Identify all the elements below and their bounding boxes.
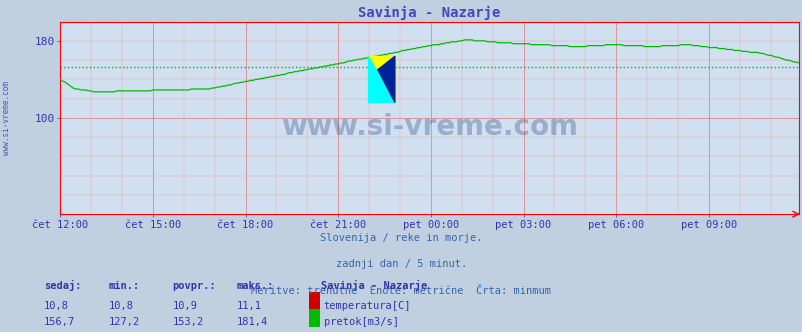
Text: Slovenija / reke in morje.: Slovenija / reke in morje. xyxy=(320,233,482,243)
Text: zadnji dan / 5 minut.: zadnji dan / 5 minut. xyxy=(335,259,467,269)
Text: min.:: min.: xyxy=(108,281,140,291)
Text: maks.:: maks.: xyxy=(237,281,274,291)
Polygon shape xyxy=(368,56,395,103)
Text: www.si-vreme.com: www.si-vreme.com xyxy=(281,114,577,141)
Text: 10,8: 10,8 xyxy=(108,301,133,311)
Text: pretok[m3/s]: pretok[m3/s] xyxy=(323,317,398,327)
Title: Savinja - Nazarje: Savinja - Nazarje xyxy=(358,6,500,20)
Text: www.si-vreme.com: www.si-vreme.com xyxy=(2,81,11,155)
Text: 10,8: 10,8 xyxy=(44,301,69,311)
Text: Savinja - Nazarje: Savinja - Nazarje xyxy=(321,280,427,291)
Text: 181,4: 181,4 xyxy=(237,317,268,327)
Text: sedaj:: sedaj: xyxy=(44,280,82,291)
Text: 153,2: 153,2 xyxy=(172,317,204,327)
Text: 156,7: 156,7 xyxy=(44,317,75,327)
Text: 127,2: 127,2 xyxy=(108,317,140,327)
Text: 10,9: 10,9 xyxy=(172,301,197,311)
Polygon shape xyxy=(368,56,395,103)
Text: povpr.:: povpr.: xyxy=(172,281,216,291)
Polygon shape xyxy=(378,56,395,103)
Text: temperatura[C]: temperatura[C] xyxy=(323,301,411,311)
Text: 11,1: 11,1 xyxy=(237,301,261,311)
Text: Meritve: trenutne  Enote: metrične  Črta: minmum: Meritve: trenutne Enote: metrične Črta: … xyxy=(251,286,551,296)
